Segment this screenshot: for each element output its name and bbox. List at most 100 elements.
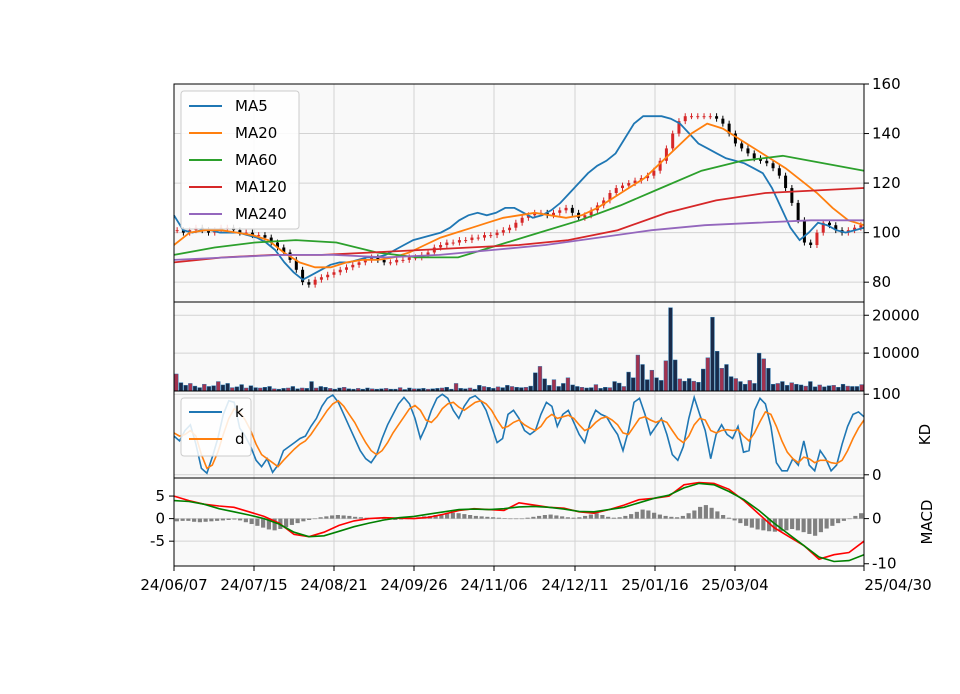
macd-histogram-bar [560,516,565,519]
volume-bar [668,307,673,392]
macd-histogram-bar [634,511,639,519]
macd-histogram-bar [203,518,208,522]
macd-histogram-bar [571,517,576,519]
volume-bar [822,386,827,392]
macd-histogram-bar [824,518,829,529]
volume-bar [742,383,748,392]
volume-bar [547,385,552,392]
candle-body [514,222,518,228]
volume-bar [854,386,860,392]
macd-histogram-bar [335,515,340,519]
macd-histogram-bar [853,515,858,519]
macd-histogram-bar [358,517,363,519]
macd-histogram-bar [548,514,553,519]
kd-y-tick-label: 100 [872,385,901,403]
price-y-tick-label: 120 [872,174,901,192]
macd-histogram-bar [841,518,846,521]
volume-bar [444,387,449,392]
candle-body [708,116,712,118]
volume-bar [817,384,822,392]
macd-histogram-bar [450,512,455,519]
macd-histogram-bar [807,518,812,534]
macd-histogram-bar [542,515,547,519]
candle-body [207,230,210,233]
macd-histogram-bar [519,518,524,520]
volume-bar [528,385,533,392]
macd-histogram-bar [726,517,731,519]
candle-body [388,262,392,264]
panel-background-vol [174,302,864,391]
volume-bar [495,386,501,392]
macd-histogram-bar [669,516,674,519]
candle-body [250,232,254,236]
macd-histogram-bar [732,518,737,521]
candle-body [633,180,637,184]
volume-bar [766,368,771,392]
macd-histogram-bar [272,518,277,531]
volume-bar [206,386,212,392]
candle-body [771,163,775,169]
macd-histogram-bar [376,518,381,520]
candle-body [834,225,838,231]
candle-body [608,193,612,201]
volume-bar [649,369,655,392]
candle-body [464,240,468,242]
candle-body [489,235,493,237]
volume-bar [253,387,258,392]
macd-histogram-bar [381,518,386,520]
macd-histogram-bar [606,516,611,519]
volume-bar [500,387,505,392]
candle-body [238,230,242,233]
candle-body [589,210,593,216]
macd-histogram-bar [767,518,772,532]
x-tick-label: 24/07/15 [220,576,287,594]
candle-body [646,175,650,179]
macd-histogram-bar [813,518,818,536]
volume-bar [477,385,482,392]
volume-bar [687,378,692,392]
candle-body [777,168,781,176]
legend-label-ma20: MA20 [235,124,277,142]
candle-body [263,235,267,238]
kd-line-d [173,399,865,470]
panel-background-kd [174,391,864,478]
candle-body [583,215,587,218]
kd-axis-label: KD [916,424,934,445]
x-tick-label: 25/03/04 [701,576,768,594]
x-tick-label: 25/04/30 [864,576,931,594]
macd-histogram-bar [209,518,214,522]
candle-body [439,245,443,248]
macd-histogram-bar [226,518,231,520]
volume-bar [612,381,617,392]
macd-histogram-bar [577,517,582,519]
macd-histogram-bar [479,516,484,519]
candle-body [733,133,737,144]
macd-histogram-bar [318,517,323,519]
candle-body [671,133,675,149]
macd-histogram-bar [238,518,243,521]
candle-body [853,227,857,231]
ma-line-ma60 [173,154,865,259]
macd-histogram-bar [588,514,593,519]
macd-histogram-bar [215,518,220,521]
volume-bar [211,385,216,392]
macd-histogram-bar [801,518,806,533]
volume-bar [453,383,459,392]
candle-body [376,257,380,260]
volume-bar [202,383,207,392]
volume-bar [626,371,631,392]
candle-body [740,143,744,149]
candle-body [257,235,261,237]
macd-histogram-bar [790,518,795,529]
macd-histogram-bar [715,511,720,519]
volume-bar [635,354,641,392]
candle-body [338,269,342,273]
candle-body [483,235,486,238]
macd-histogram-bar [456,513,461,519]
volume-bar [318,386,323,392]
candle-body [345,267,348,270]
price-y-tick-label: 140 [872,125,901,143]
macd-histogram-bar [749,518,754,528]
candle-body [244,232,248,234]
